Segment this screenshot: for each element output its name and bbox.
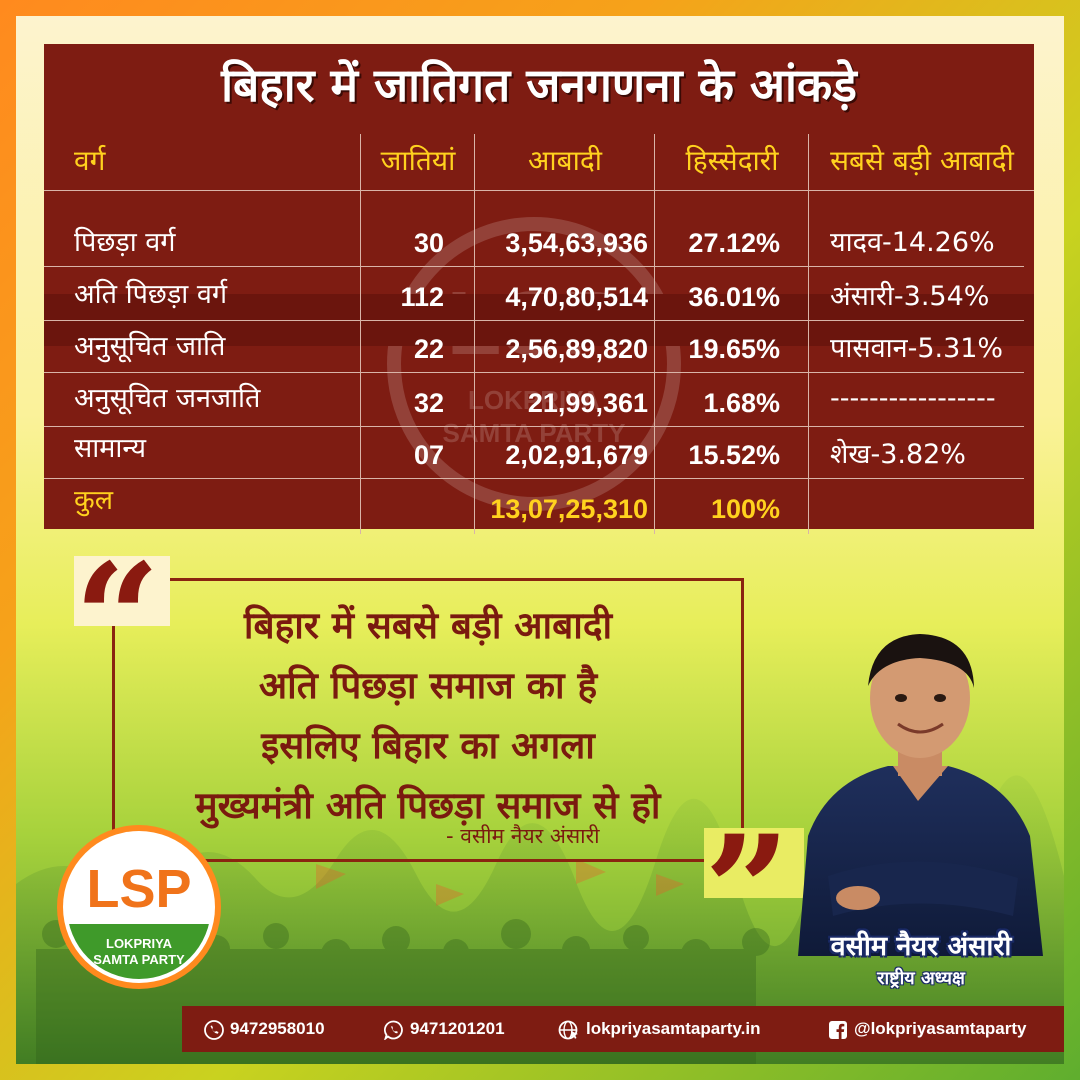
caste-census-table: बिहार में जातिगत जनगणना के आंकड़े LSP LO… [44, 44, 1034, 534]
quote-open-icon: “ [74, 531, 161, 707]
header-population: आबादी [528, 144, 602, 177]
table-cell: पिछड़ा वर्ग [74, 227, 176, 258]
phone-icon [204, 1019, 224, 1040]
table-cell: ----------------- [830, 383, 996, 414]
quote-close-icon: ” [704, 803, 791, 979]
table-cell: 2,56,89,820 [505, 334, 648, 364]
footer-website[interactable]: lokpriyasamtaparty.in [558, 1006, 760, 1052]
quote-line-2: अति पिछड़ा समाज का है [258, 664, 598, 707]
table-cell: 07 [413, 440, 444, 470]
contact-footer: 9472958010 9471201201 lokpriyasamtaparty… [182, 1006, 1064, 1052]
table-cell: 1.68% [703, 388, 780, 418]
table-cell: 22 [413, 334, 444, 364]
watermark-line1: LOKPRIYA [468, 385, 600, 415]
header-share: हिस्सेदारी [685, 144, 779, 177]
table-cell: 4,70,80,514 [505, 282, 648, 312]
quote-line-4: मुख्यमंत्री अति पिछड़ा समाज से हो [195, 784, 661, 827]
header-castes: जातियां [380, 144, 456, 177]
whatsapp-number: 9471201201 [410, 1019, 505, 1038]
quote-author: - वसीम नैयर अंसारी [446, 824, 600, 848]
person-name: वसीम नैयर अंसारी [830, 931, 1012, 962]
footer-facebook[interactable]: @lokpriyasamtaparty [828, 1006, 1026, 1052]
table-cell: 3,54,63,936 [505, 228, 648, 258]
table-cell: अनुसूचित जाति [74, 331, 226, 362]
footer-phone[interactable]: 9472958010 [204, 1006, 325, 1052]
globe-icon [558, 1020, 578, 1039]
person-title: राष्ट्रीय अध्यक्ष [877, 968, 965, 989]
table-cell: पासवान-5.31% [830, 333, 1004, 364]
phone-number: 9472958010 [230, 1019, 325, 1038]
website-url: lokpriyasamtaparty.in [586, 1019, 761, 1038]
party-logo: LSP LOKPRIYA SAMTA PARTY [57, 825, 221, 989]
table-cell: शेख-3.82% [830, 439, 966, 470]
table-cell: यादव-14.26% [830, 227, 995, 258]
logo-line1: LOKPRIYA [106, 936, 173, 951]
table-cell: 27.12% [688, 228, 780, 258]
table-cell: 19.65% [688, 334, 780, 364]
quote-line-1: बिहार में सबसे बड़ी आबादी [243, 604, 613, 647]
quote-line-3: इसलिए बिहार का अगला [261, 724, 595, 767]
table-cell: 15.52% [688, 440, 780, 470]
logo-line2: SAMTA PARTY [93, 952, 185, 967]
logo-text: LSP [86, 859, 191, 919]
table-cell: 30 [413, 228, 444, 258]
table-cell: 32 [413, 388, 444, 418]
page-title: बिहार में जातिगत जनगणना के आंकड़े [221, 58, 857, 112]
whatsapp-icon [384, 1020, 403, 1040]
quote-frame [112, 578, 744, 862]
table-cell: 112 [400, 282, 444, 312]
header-category: वर्ग [74, 144, 106, 177]
watermark-line2: SAMTA PARTY [443, 418, 626, 448]
total-label: कुल [74, 485, 114, 516]
table-cell: अति पिछड़ा वर्ग [74, 279, 228, 310]
table-cell: अनुसूचित जनजाति [74, 383, 261, 414]
total-population: 13,07,25,310 [490, 494, 648, 524]
footer-whatsapp[interactable]: 9471201201 [384, 1006, 505, 1052]
facebook-icon [829, 1020, 847, 1039]
person-photo [798, 634, 1043, 956]
header-largest: सबसे बड़ी आबादी [830, 144, 1014, 177]
table-cell: अंसारी-3.54% [830, 281, 990, 312]
table-cell: 36.01% [688, 282, 780, 312]
table-cell: 2,02,91,679 [505, 440, 648, 470]
poster-background: बिहार में जातिगत जनगणना के आंकड़े LSP LO… [16, 16, 1064, 1064]
total-share: 100% [710, 494, 780, 524]
facebook-handle: @lokpriyasamtaparty [854, 1019, 1027, 1038]
table-cell: 21,99,361 [527, 388, 648, 418]
table-cell: सामान्य [74, 433, 147, 464]
